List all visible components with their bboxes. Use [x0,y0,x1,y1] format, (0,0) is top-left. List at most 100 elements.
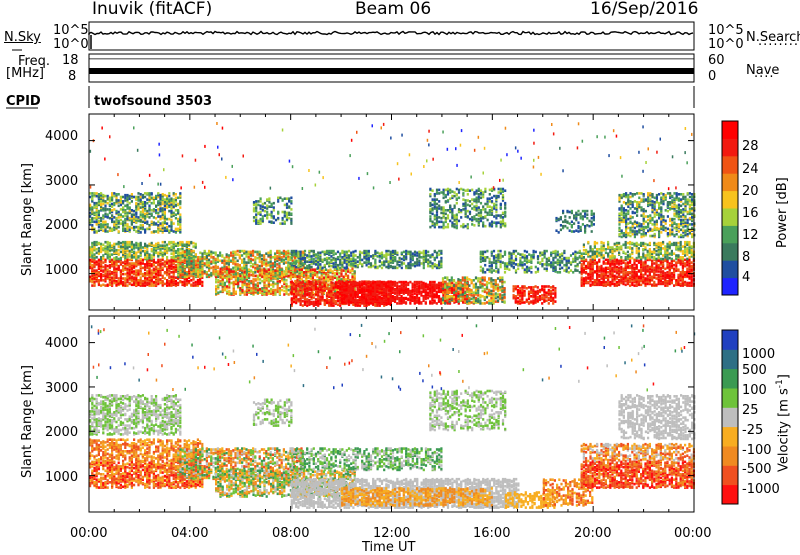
heatmap-cell [104,277,106,280]
heatmap-cell [175,228,177,231]
heatmap-cell [131,284,133,287]
heatmap-cell [278,250,280,253]
heatmap-cell [233,281,235,284]
heatmap-cell [177,242,179,245]
heatmap-cell [137,226,139,229]
heatmap-cell [188,275,190,278]
heatmap-cell [159,271,161,274]
heatmap-cell [126,272,128,275]
heatmap-cell [348,260,350,263]
heatmap-cell [259,291,261,294]
heatmap-cell [288,270,290,273]
heatmap-cell [239,275,241,278]
heatmap-cell [387,298,389,301]
heatmap-cell [383,281,385,284]
heatmap-cell [190,268,192,271]
heatmap-cell [250,274,252,277]
heatmap-cell [405,286,407,289]
heatmap-cell [392,291,394,294]
heatmap-cell [261,287,263,290]
heatmap-cell [153,202,155,205]
heatmap-cell [118,258,120,261]
heatmap-cell [113,247,115,250]
heatmap-cell [237,250,239,253]
heatmap-cell [335,263,337,266]
heatmap-cell [267,261,269,264]
heatmap-cell [267,254,269,257]
heatmap-cell [343,301,345,304]
heatmap-cell [111,192,113,195]
heatmap-cell [113,202,115,205]
heatmap-cell [91,197,93,200]
heatmap-cell [315,263,317,266]
heatmap-cell [135,196,137,199]
heatmap-cell [340,278,342,281]
heatmap-cell [148,224,150,227]
heatmap-cell [361,291,363,294]
heatmap-cell [113,195,115,198]
heatmap-cell [91,264,93,267]
heatmap-cell [427,291,429,294]
heatmap-cell [396,282,398,285]
heatmap-cell [326,250,328,253]
heatmap-cell [341,261,343,264]
heatmap-cell [96,241,98,244]
heatmap-cell [151,213,153,216]
heatmap-cell [142,280,144,283]
heatmap-cell [144,192,146,195]
heatmap-cell [270,260,272,263]
heatmap-cell [287,264,289,267]
heatmap-cell [120,219,122,222]
heatmap-cell [300,251,302,254]
heatmap-cell [387,302,389,305]
heatmap-cell [120,196,122,199]
heatmap-cell [126,194,128,197]
heatmap-cell [340,273,342,276]
heatmap-cell [304,257,306,260]
heatmap-cell [420,291,422,294]
heatmap-cell [274,252,276,255]
heatmap-cell [146,192,148,195]
heatmap-cell [228,290,230,293]
heatmap-cell [341,283,343,286]
heatmap-cell [179,252,181,255]
heatmap-cell [299,268,301,271]
heatmap-cell [350,287,352,290]
heatmap-cell [179,262,181,265]
heatmap-cell [133,276,135,279]
heatmap-cell [245,251,247,254]
heatmap-cell [96,202,98,205]
heatmap-cell [179,213,181,216]
heatmap-cell [107,268,109,271]
heatmap-cell [170,279,172,282]
heatmap-cell [357,260,359,263]
heatmap-cell [304,253,306,256]
heatmap-cell [126,241,128,244]
heatmap-cell [381,252,383,255]
heatmap-cell [170,219,172,222]
heatmap-cell [219,291,221,294]
heatmap-cell [118,199,120,202]
heatmap-cell [379,252,381,255]
heatmap-cell [248,268,250,271]
heatmap-cell [359,289,361,292]
heatmap-cell [157,215,159,218]
heatmap-cell [137,198,139,201]
heatmap-cell [322,267,324,270]
heatmap-cell [261,258,263,261]
heatmap-cell [177,218,179,221]
heatmap-cell [270,250,272,253]
heatmap-cell [302,280,304,283]
heatmap-cell [170,245,172,248]
heatmap-cell [348,288,350,291]
heatmap-cell [322,281,324,284]
heatmap-cell [333,296,335,299]
heatmap-cell [337,251,339,254]
heatmap-cell [252,263,254,266]
heatmap-cell [91,275,93,278]
heatmap-cell [283,250,285,253]
heatmap-cell [131,209,133,212]
heatmap-cell [228,254,230,257]
heatmap-cell [379,291,381,294]
heatmap-cell [288,275,290,278]
